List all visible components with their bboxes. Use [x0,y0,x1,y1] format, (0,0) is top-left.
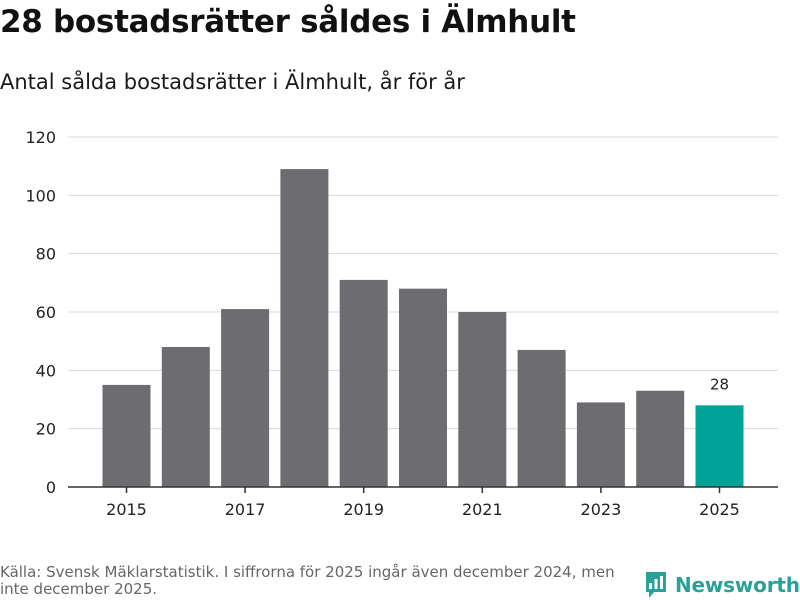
bar-2023 [576,402,625,487]
newsworthy-logo: Newsworthy [645,570,800,600]
x-tick-label-2021: 2021 [462,500,503,519]
value-labels: 28 [710,375,729,393]
bar-2018 [280,169,329,488]
x-tick-label-2015: 2015 [106,500,147,519]
y-tick-label-60: 60 [36,303,56,322]
chart-subtitle: Antal sålda bostadsrätter i Älmhult, år … [0,70,465,94]
value-label-2025: 28 [710,375,729,393]
bar-2015 [102,384,151,487]
y-tick-label-40: 40 [36,361,56,380]
x-tick-label-2023: 2023 [581,500,622,519]
y-tick-label-120: 120 [25,128,56,147]
source-note: Källa: Svensk Mäklarstatistik. I siffror… [0,563,615,598]
bar-2024 [636,390,685,487]
y-tick-label-20: 20 [36,420,56,439]
bar-2022 [517,349,566,487]
bar-2019 [339,279,388,487]
y-axis-labels: 0 20 40 60 80 100 120 [25,128,56,497]
bar-2020 [399,288,447,487]
y-tick-label-80: 80 [36,245,56,264]
brand-name: Newsworthy [675,573,800,597]
bar-chart: 0 20 40 60 80 100 120 2015 2017 2019 2021 2023 2025… [25,128,778,519]
bar-2017 [221,309,270,487]
y-tick-label-100: 100 [25,186,56,205]
x-tick-label-2019: 2019 [343,500,384,519]
x-axis-labels: 2015 2017 2019 2021 2023 2025 [106,487,740,519]
bar-2025 [695,405,744,487]
bars [102,169,744,488]
newsworthy-logo-icon [646,572,666,598]
bar-2016 [161,347,210,487]
bar-2021 [458,312,507,487]
y-tick-label-0: 0 [46,478,56,497]
x-tick-label-2025: 2025 [699,500,740,519]
x-tick-label-2017: 2017 [225,500,266,519]
chart-title: 28 bostadsrätter såldes i Älmhult [0,4,576,40]
